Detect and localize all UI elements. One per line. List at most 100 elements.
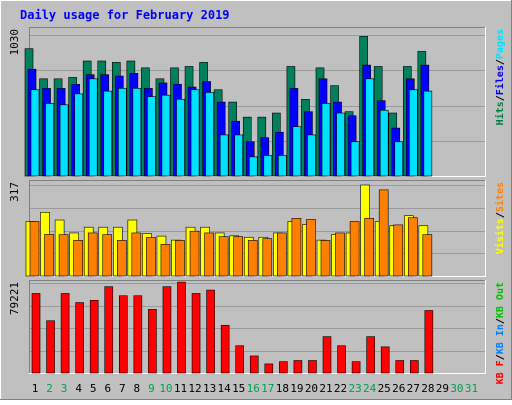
x-tick-label-day-25: 25 xyxy=(378,382,391,395)
bar-kbytes-kb-f-day-9 xyxy=(148,309,157,374)
chart-panels: 1030Hits/Files/Pages317Visits/Sites79221… xyxy=(8,27,506,384)
bar-hits-pages-day-14 xyxy=(219,134,229,177)
bar-kbytes-kb-f-day-19 xyxy=(293,360,303,374)
bar-hits-pages-day-3 xyxy=(59,104,69,177)
bar-hits-pages-day-18 xyxy=(278,155,287,177)
x-tick-label-day-9: 9 xyxy=(148,382,155,395)
x-tick-label-day-15: 15 xyxy=(232,382,245,395)
bar-visits-sites-day-7 xyxy=(117,240,127,277)
bar-kbytes-kb-f-day-5 xyxy=(89,299,99,374)
bar-kbytes-kb-f-day-7 xyxy=(119,295,128,374)
bar-hits-pages-day-8 xyxy=(132,88,142,177)
bar-hits-pages-day-11 xyxy=(176,99,185,177)
x-tick-label-day-29: 29 xyxy=(436,382,449,395)
x-tick-label-day-22: 22 xyxy=(334,382,347,395)
x-tick-label-day-17: 17 xyxy=(261,382,274,395)
bar-visits-sites-day-22 xyxy=(335,232,345,277)
chart-title: Daily usage for February 2019 xyxy=(20,8,230,22)
bar-kbytes-kb-f-day-12 xyxy=(191,293,201,374)
x-tick-label-day-18: 18 xyxy=(276,382,289,395)
side-label-separator: / xyxy=(495,354,506,360)
side-label-separator: / xyxy=(495,95,506,101)
x-tick-label-day-6: 6 xyxy=(104,382,111,395)
bar-visits-sites-day-26 xyxy=(393,224,404,277)
bar-visits-sites-day-16 xyxy=(247,240,258,277)
bar-visits-sites-day-9 xyxy=(146,237,156,277)
side-label-files: Files xyxy=(494,65,506,95)
x-tick-label-day-12: 12 xyxy=(188,382,201,395)
x-tick-label-day-23: 23 xyxy=(348,382,361,395)
bar-visits-sites-day-8 xyxy=(131,232,142,277)
bar-kbytes-kb-f-day-3 xyxy=(60,293,70,374)
side-label-kb-out: KB Out xyxy=(495,282,506,318)
bar-hits-pages-day-28 xyxy=(423,90,433,177)
x-tick-label-day-2: 2 xyxy=(46,382,53,395)
bar-visits-sites-day-4 xyxy=(73,240,83,277)
bar-hits-pages-day-23 xyxy=(350,141,360,177)
x-tick-label-day-4: 4 xyxy=(75,382,82,395)
bar-kbytes-kb-f-day-6 xyxy=(104,286,114,374)
bar-visits-sites-day-14 xyxy=(218,236,229,277)
x-tick-label-day-30: 30 xyxy=(450,382,463,395)
bar-kbytes-kb-f-day-25 xyxy=(380,346,390,374)
bar-visits-sites-day-11 xyxy=(175,240,185,277)
bar-visits-sites-day-3 xyxy=(58,234,69,277)
x-tick-label-day-14: 14 xyxy=(218,382,232,395)
bar-hits-pages-day-24 xyxy=(365,78,374,177)
bar-kbytes-kb-f-day-14 xyxy=(220,324,230,374)
bar-visits-sites-day-19 xyxy=(291,217,302,277)
bar-kbytes-kb-f-day-27 xyxy=(409,360,419,374)
bar-kbytes-kb-f-day-20 xyxy=(308,360,317,374)
bar-hits-pages-day-13 xyxy=(205,92,214,177)
panel-hits: 1030 Hits/Files/Pages xyxy=(8,27,506,177)
bar-kbytes-kb-f-day-11 xyxy=(177,281,186,374)
panel-kbytes-ymax-label: 79221 xyxy=(8,282,21,315)
x-tick-label-day-11: 11 xyxy=(174,382,187,395)
bar-hits-pages-day-4 xyxy=(74,93,83,177)
bar-hits-pages-day-26 xyxy=(394,141,404,177)
bar-kbytes-kb-f-day-23 xyxy=(351,361,361,374)
x-tick-label-day-8: 8 xyxy=(134,382,141,395)
bar-visits-sites-day-23 xyxy=(349,221,360,277)
bar-kbytes-kb-f-day-26 xyxy=(395,360,405,374)
bar-visits-sites-day-17 xyxy=(262,238,273,277)
bar-visits-sites-day-1 xyxy=(29,221,40,277)
panel-kbytes-side-legend: KB F/KB In/KB Out xyxy=(495,282,506,384)
panel-hits-ymax-label: 1030 xyxy=(8,29,21,56)
side-label-hits: Hits xyxy=(494,101,506,125)
bar-visits-sites-day-24 xyxy=(364,217,374,277)
bar-kbytes-kb-f-day-17 xyxy=(264,363,274,374)
bar-visits-sites-day-18 xyxy=(277,232,287,277)
bar-visits-sites-day-15 xyxy=(233,236,243,277)
bar-hits-pages-day-7 xyxy=(118,88,127,177)
bar-visits-sites-day-20 xyxy=(306,219,316,277)
bar-hits-pages-day-6 xyxy=(103,90,113,177)
bar-hits-pages-day-21 xyxy=(321,103,331,177)
side-label-kb-f: KB F xyxy=(495,360,506,384)
bar-visits-sites-day-10 xyxy=(160,244,171,277)
bar-visits-sites-day-13 xyxy=(204,232,214,277)
x-tick-label-day-16: 16 xyxy=(247,382,260,395)
bar-visits-sites-day-12 xyxy=(189,230,200,277)
bar-hits-pages-day-10 xyxy=(161,94,171,177)
bar-kbytes-kb-f-day-8 xyxy=(133,295,143,374)
bar-hits-pages-day-17 xyxy=(263,155,273,177)
side-label-visits: Visits xyxy=(494,218,506,254)
bar-kbytes-kb-f-day-16 xyxy=(249,355,259,374)
side-label-kb-in: KB In xyxy=(495,324,506,354)
x-tick-label-day-26: 26 xyxy=(392,382,405,395)
x-tick-label-day-27: 27 xyxy=(407,382,420,395)
bar-hits-pages-day-27 xyxy=(408,89,418,177)
x-tick-label-day-3: 3 xyxy=(61,382,68,395)
x-tick-label-day-13: 13 xyxy=(203,382,216,395)
bar-hits-pages-day-2 xyxy=(45,103,54,177)
panel-visits-ymax-label: 317 xyxy=(8,182,21,202)
side-label-separator: / xyxy=(495,212,506,218)
bar-visits-sites-day-2 xyxy=(44,234,54,277)
bar-kbytes-kb-f-day-22 xyxy=(337,345,346,374)
panel-hits-side-legend: Hits/Files/Pages xyxy=(494,29,506,125)
bar-hits-pages-day-25 xyxy=(379,109,389,177)
x-tick-label-day-1: 1 xyxy=(32,382,39,395)
